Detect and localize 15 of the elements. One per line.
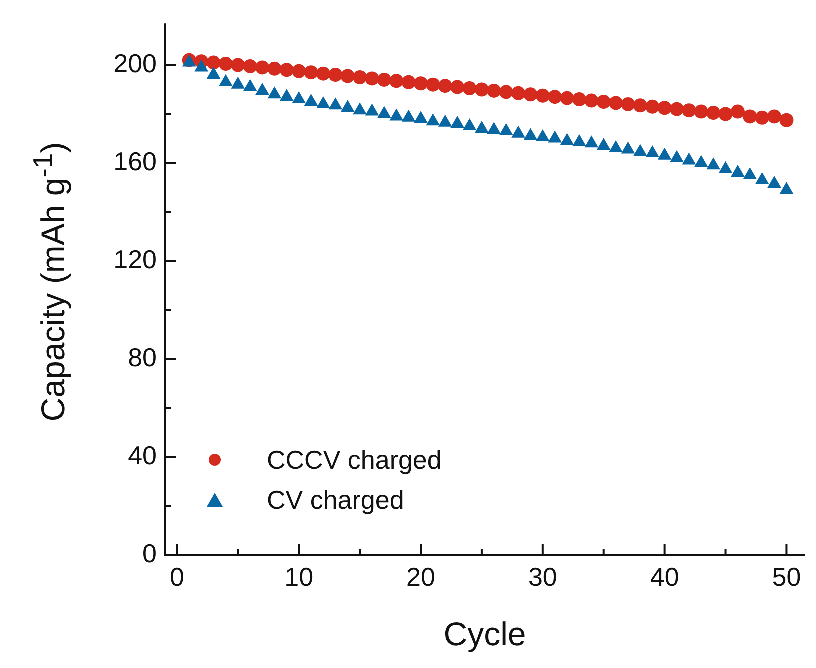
x-tick-label: 20 [406,562,436,592]
y-tick-label: 200 [114,48,157,78]
x-tick-label: 50 [772,562,802,592]
y-tick-label: 80 [128,342,157,372]
x-tick-label: 10 [284,562,314,592]
x-tick-label: 40 [650,562,680,592]
y-tick-label: 0 [142,538,157,568]
y-tick-label: 160 [114,146,157,176]
y-tick-label: 40 [128,440,157,470]
legend-label: CV charged [267,484,404,516]
x-tick-label: 30 [528,562,558,592]
x-tick-label: 0 [170,562,184,592]
legend-label: CCCV charged [267,444,442,476]
x-axis-title: Cycle [444,615,526,652]
y-tick-label: 120 [114,244,157,274]
